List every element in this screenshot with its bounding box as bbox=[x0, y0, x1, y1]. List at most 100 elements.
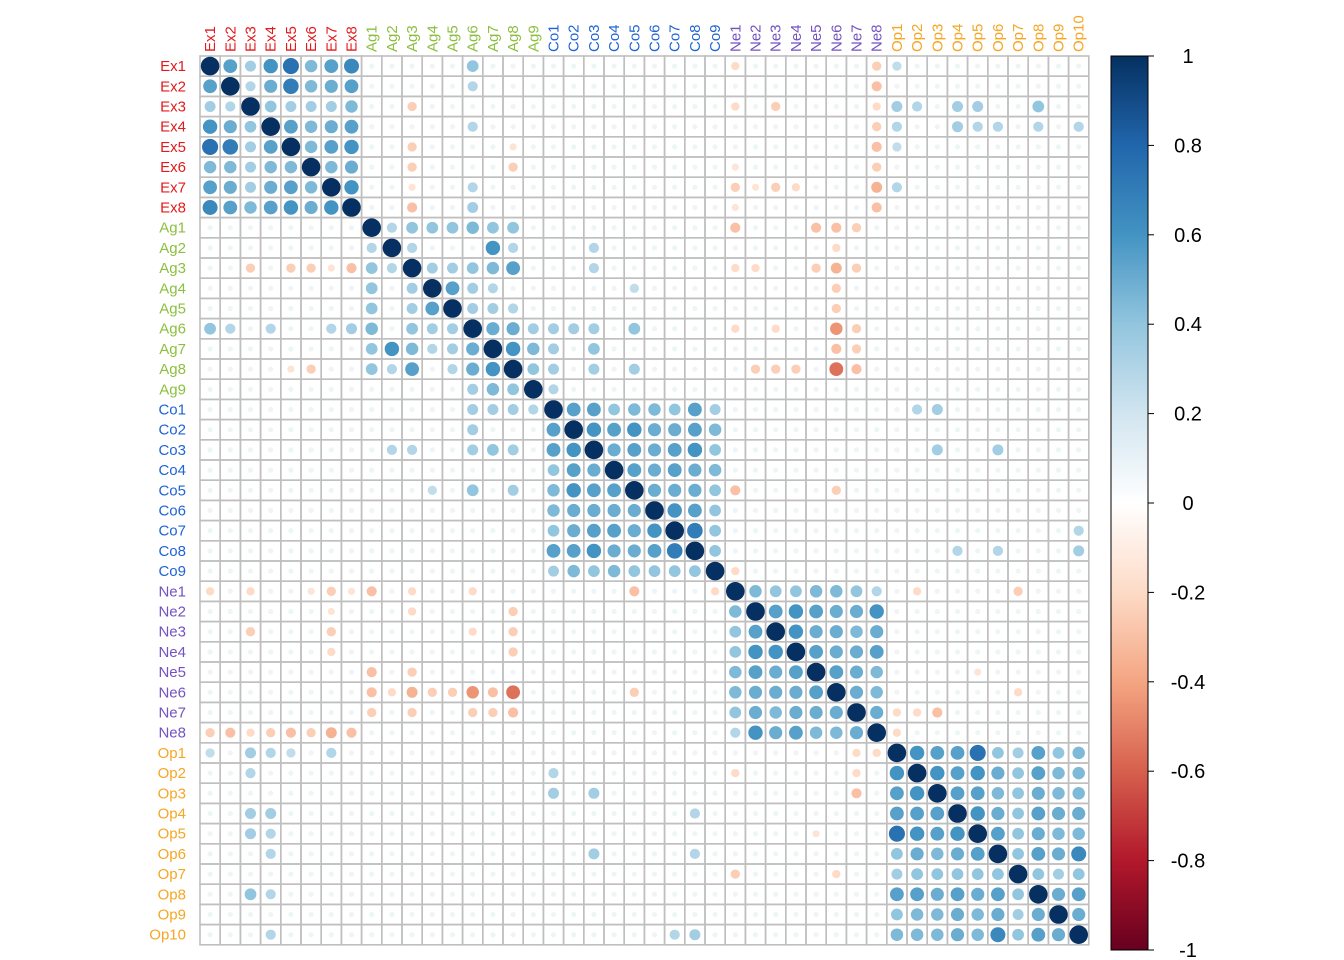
corr-circle-Co1-Op1 bbox=[894, 406, 900, 413]
corr-circle-Ex3-Op8 bbox=[1032, 100, 1045, 113]
corr-circle-Op6-Op3 bbox=[931, 847, 944, 861]
corr-circle-Ag7-Co3 bbox=[588, 343, 600, 355]
corr-circle-Ag9-Co3 bbox=[591, 386, 597, 392]
corr-circle-Op5-Op5 bbox=[968, 824, 987, 843]
corr-circle-Ne6-Ag1 bbox=[366, 687, 377, 698]
corr-circle-Co8-Op5 bbox=[975, 548, 981, 554]
corr-circle-Ne5-Ne8 bbox=[870, 665, 883, 679]
corr-circle-Co7-Co9 bbox=[709, 524, 721, 537]
corr-circle-Ex4-Op9 bbox=[1055, 124, 1062, 130]
corr-circle-Op1-Ex3 bbox=[245, 747, 256, 759]
corr-circle-Ne3-Co8 bbox=[692, 629, 698, 635]
corr-circle-Op1-Ne6 bbox=[833, 750, 839, 756]
corr-circle-Ag9-Ag8 bbox=[507, 383, 519, 396]
corr-circle-Ex1-Ag3 bbox=[409, 63, 415, 69]
corr-circle-Ex7-Op5 bbox=[975, 184, 981, 190]
corr-circle-Co4-Ne7 bbox=[853, 467, 860, 473]
corr-circle-Op8-Ex1 bbox=[207, 891, 213, 897]
corr-circle-Co3-Op1 bbox=[894, 447, 900, 453]
corr-circle-Ag2-Ne4 bbox=[793, 245, 799, 251]
corr-circle-Ag5-Ag7 bbox=[487, 303, 499, 314]
row-label-Co1: Co1 bbox=[158, 402, 186, 419]
corr-circle-Ex8-Ag5 bbox=[449, 204, 456, 211]
corr-circle-Ex5-Co4 bbox=[611, 144, 617, 150]
corr-circle-Op1-Ag2 bbox=[389, 750, 395, 756]
corr-circle-Op2-Op3 bbox=[930, 765, 945, 781]
corr-circle-Ne2-Op4 bbox=[954, 608, 961, 615]
corr-circle-Ag7-Ex1 bbox=[207, 346, 213, 352]
corr-circle-Ag5-Op8 bbox=[1035, 305, 1041, 312]
corr-circle-Ne8-Ag4 bbox=[429, 730, 435, 736]
row-label-Ex7: Ex7 bbox=[160, 179, 186, 196]
corr-circle-Op7-Ag4 bbox=[429, 871, 435, 877]
corr-circle-Ex7-Ex1 bbox=[203, 180, 218, 195]
corr-circle-Ne1-Op10 bbox=[1076, 588, 1082, 594]
corr-circle-Op3-Co4 bbox=[611, 790, 617, 796]
corr-circle-Ag6-Ag8 bbox=[506, 322, 520, 336]
corr-circle-Ex2-Ex4 bbox=[264, 79, 278, 93]
corr-circle-Co3-Op9 bbox=[1055, 447, 1062, 453]
corr-circle-Co9-Ex4 bbox=[268, 568, 274, 574]
corr-circle-Ne8-Ne7 bbox=[849, 726, 864, 740]
corr-circle-Ne4-Op4 bbox=[954, 649, 961, 655]
corr-circle-Ne7-Co5 bbox=[631, 709, 637, 716]
corr-circle-Ne7-Ag5 bbox=[449, 709, 456, 716]
corr-circle-Ex7-Op2 bbox=[914, 184, 920, 190]
corr-circle-Co3-Ag6 bbox=[467, 444, 479, 456]
corr-circle-Ne6-Op7 bbox=[1013, 688, 1023, 697]
corr-circle-Op6-Op2 bbox=[910, 847, 924, 861]
corr-circle-Ex2-Ne5 bbox=[813, 83, 819, 89]
corr-circle-Ag7-Ne7 bbox=[851, 344, 862, 354]
corr-circle-Op9-Co9 bbox=[712, 911, 718, 918]
corr-circle-Op6-Ag9 bbox=[530, 851, 536, 857]
corr-circle-Op6-Ex7 bbox=[328, 851, 334, 857]
corr-circle-Ex7-Op1 bbox=[891, 182, 902, 193]
corr-circle-Co4-Op7 bbox=[1015, 467, 1021, 473]
corr-circle-Co6-Ex5 bbox=[288, 507, 294, 514]
corr-circle-Op4-Ne3 bbox=[773, 810, 779, 817]
corr-circle-Ex6-Op9 bbox=[1055, 164, 1062, 170]
corr-circle-Co8-Ne8 bbox=[874, 548, 880, 554]
corr-circle-Ne8-Ne6 bbox=[830, 726, 843, 739]
column-label-Ag4: Ag4 bbox=[424, 25, 441, 52]
corr-circle-Ex2-Ag2 bbox=[389, 83, 395, 89]
corr-circle-Ag4-Ag1 bbox=[365, 282, 378, 295]
corr-circle-Ne7-Ag1 bbox=[367, 707, 377, 718]
corr-circle-Op8-Co4 bbox=[611, 891, 617, 897]
row-label-Ex5: Ex5 bbox=[160, 139, 186, 156]
corr-circle-Ex7-Ne4 bbox=[791, 183, 801, 192]
corr-circle-Co4-Ne8 bbox=[874, 467, 880, 473]
column-label-Co4: Co4 bbox=[606, 24, 623, 52]
corr-circle-Ag2-Ag6 bbox=[470, 245, 476, 251]
corr-circle-Ex8-Ex7 bbox=[324, 200, 339, 215]
corr-circle-Ag5-Ag9 bbox=[530, 305, 536, 312]
corr-circle-Op2-Ag5 bbox=[449, 770, 456, 776]
corr-circle-Ne4-Ex4 bbox=[268, 649, 274, 655]
corr-circle-Ne6-Ag2 bbox=[387, 688, 397, 697]
corr-circle-Ex1-Co8 bbox=[692, 63, 698, 69]
corr-circle-Ne1-Op6 bbox=[995, 588, 1001, 594]
corr-circle-Ne7-Ex4 bbox=[268, 709, 274, 716]
corr-circle-Co9-Ne3 bbox=[773, 568, 779, 574]
corr-circle-Co2-Co4 bbox=[607, 422, 621, 437]
corr-circle-Co3-Ne6 bbox=[833, 447, 839, 453]
corr-circle-Ex3-Op7 bbox=[1015, 103, 1021, 110]
corr-circle-Co4-Co7 bbox=[667, 463, 682, 477]
corr-circle-Co2-Ex4 bbox=[268, 427, 274, 433]
corr-circle-Ex3-Ex3 bbox=[241, 97, 260, 116]
corr-circle-Ag5-Ag1 bbox=[365, 302, 378, 315]
corr-circle-Ag2-Ex4 bbox=[268, 245, 274, 251]
column-label-Co8: Co8 bbox=[687, 24, 704, 52]
corr-circle-Op10-Op4 bbox=[950, 928, 965, 942]
corr-circle-Op3-Ag3 bbox=[409, 790, 415, 796]
corr-circle-Op4-Op3 bbox=[930, 806, 945, 821]
corr-circle-Ag8-Ex3 bbox=[247, 366, 254, 372]
corr-circle-Ne5-Ex2 bbox=[227, 669, 233, 675]
corr-circle-Op3-Op9 bbox=[1052, 787, 1065, 800]
corr-circle-Ne3-Op5 bbox=[975, 629, 981, 635]
corr-circle-Ex4-Co6 bbox=[651, 124, 658, 130]
corr-circle-Ex3-Ag6 bbox=[470, 103, 476, 110]
corr-circle-Co2-Ag4 bbox=[429, 427, 435, 433]
corr-circle-Ag8-Ne6 bbox=[829, 362, 844, 376]
corr-circle-Op5-Ex3 bbox=[245, 828, 256, 840]
